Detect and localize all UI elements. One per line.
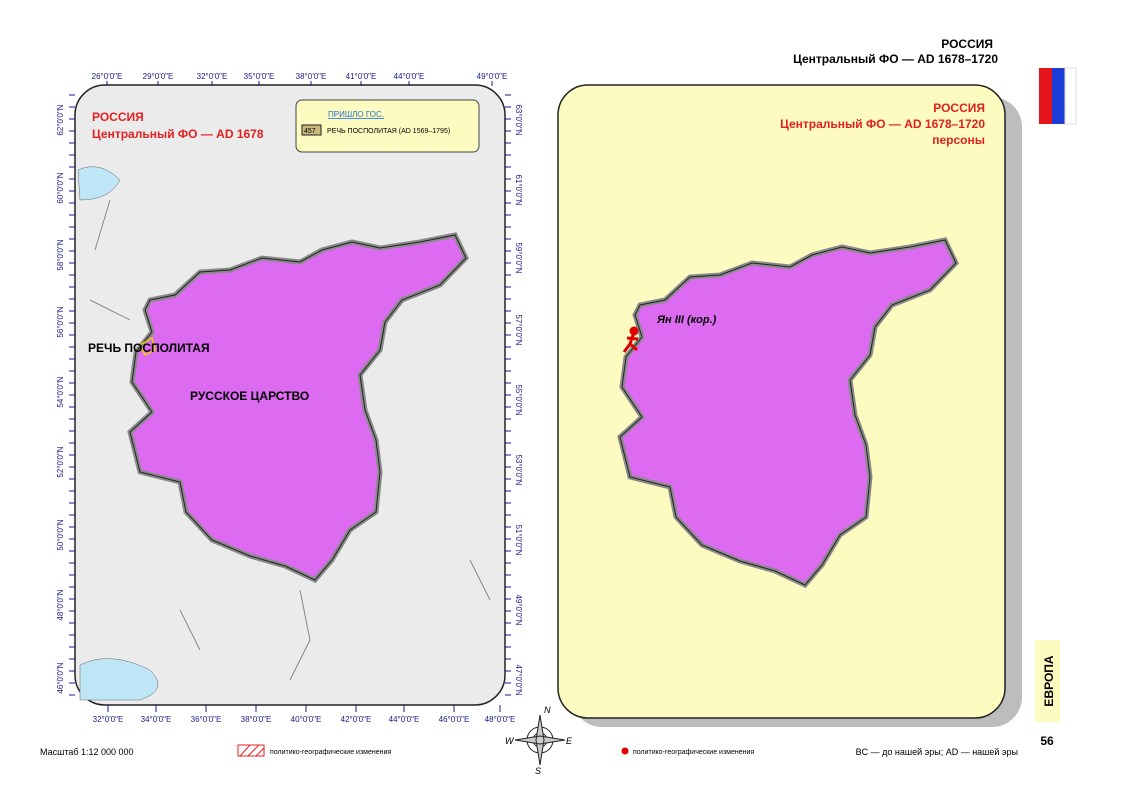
lat-tick-label: 59°0'0"N <box>514 242 523 273</box>
right-title: РОССИЯ <box>933 101 985 115</box>
lat-tick-label: 47°0'0"N <box>514 664 523 695</box>
section-tab <box>1035 640 1060 722</box>
legend-entry: РЕЧЬ ПОСПОЛИТАЯ (AD 1569–1795) <box>327 128 450 135</box>
left-subtitle: Центральный ФО — AD 1678 <box>92 127 264 141</box>
lat-tick-label: 53°0'0"N <box>514 454 523 485</box>
legend-swatch <box>301 124 322 136</box>
right-category: персоны <box>932 133 985 147</box>
flag <box>1064 67 1077 125</box>
lat-tick-label: 51°0'0"N <box>514 524 523 555</box>
flag <box>1052 68 1065 124</box>
era-note: BC — до нашей эры; AD — нашей эры <box>856 747 1018 757</box>
ceded-area <box>139 336 156 357</box>
borders <box>89 199 491 681</box>
header-country: РОССИЯ <box>941 37 993 51</box>
compass-letter: E <box>566 736 573 746</box>
lat-tick-label: 54°0'0"N <box>56 376 65 407</box>
lon-tick-label: 38°0'0"E <box>296 72 327 81</box>
right-subtitle: Центральный ФО — AD 1678–1720 <box>780 117 985 131</box>
lat-tick-label: 63°0'0"N <box>514 104 523 135</box>
lat-tick-label: 48°0'0"N <box>56 589 65 620</box>
person-icon <box>622 326 639 353</box>
lat-tick-label: 46°0'0"N <box>56 662 65 693</box>
legend-code: 457 <box>304 128 316 135</box>
header-subtitle: Центральный ФО — AD 1678–1720 <box>793 52 998 66</box>
lon-tick-label: 44°0'0"E <box>389 715 420 724</box>
compass-letter: N <box>544 705 551 715</box>
lat-tick-label: 50°0'0"N <box>56 519 65 550</box>
scale: Масштаб 1:12 000 000 <box>40 747 134 757</box>
lon-tick-label: 29°0'0"E <box>143 72 174 81</box>
legend-point <box>621 747 629 755</box>
lon-tick-label: 46°0'0"E <box>439 715 470 724</box>
lon-tick-label: 35°0'0"E <box>244 72 275 81</box>
compass-letter: W <box>505 736 515 746</box>
lon-tick-label: 40°0'0"E <box>291 715 322 724</box>
lon-tick-label: 41°0'0"E <box>346 72 377 81</box>
left-title: РОССИЯ <box>92 110 144 124</box>
lat-tick-label: 61°0'0"N <box>514 174 523 205</box>
map-label: РУССКОЕ ЦАРСТВО <box>190 389 309 403</box>
lon-tick-label: 34°0'0"E <box>141 715 172 724</box>
water <box>77 166 159 701</box>
legend-box <box>295 99 480 153</box>
map-label: РЕЧЬ ПОСПОЛИТАЯ <box>88 341 210 355</box>
lon-tick-label: 44°0'0"E <box>394 72 425 81</box>
lon-tick-label: 42°0'0"E <box>341 715 372 724</box>
legend-text: политико-географические изменения <box>270 749 391 756</box>
lat-tick-label: 62°0'0"N <box>56 104 65 135</box>
flag <box>1039 68 1052 124</box>
lat-tick-label: 58°0'0"N <box>56 239 65 270</box>
compass <box>514 714 566 766</box>
lat-tick-label: 57°0'0"N <box>514 314 523 345</box>
compass-letter: S <box>535 766 541 776</box>
lat-tick-label: 55°0'0"N <box>514 384 523 415</box>
lon-tick-label: 49°0'0"E <box>477 72 508 81</box>
lat-tick-label: 56°0'0"N <box>56 306 65 337</box>
lon-tick-label: 32°0'0"E <box>93 715 124 724</box>
lon-tick-label: 48°0'0"E <box>485 715 516 724</box>
legend-hatch <box>237 744 265 757</box>
section-label: ЕВРОПА <box>1042 655 1056 706</box>
lon-tick-label: 26°0'0"E <box>92 72 123 81</box>
lat-tick-label: 60°0'0"N <box>56 172 65 203</box>
lon-tick-label: 32°0'0"E <box>197 72 228 81</box>
lat-tick-label: 49°0'0"N <box>514 594 523 625</box>
lat-tick-label: 52°0'0"N <box>56 446 65 477</box>
lon-tick-label: 38°0'0"E <box>241 715 272 724</box>
legend-hatch <box>239 744 265 757</box>
person-label: Ян III (кор.) <box>656 314 717 326</box>
legend-heading: ПРИШЛО ГОС. <box>328 110 384 119</box>
legend-text: политико-географические изменения <box>633 749 754 756</box>
lon-tick-label: 36°0'0"E <box>191 715 222 724</box>
page-number: 56 <box>1040 734 1054 748</box>
